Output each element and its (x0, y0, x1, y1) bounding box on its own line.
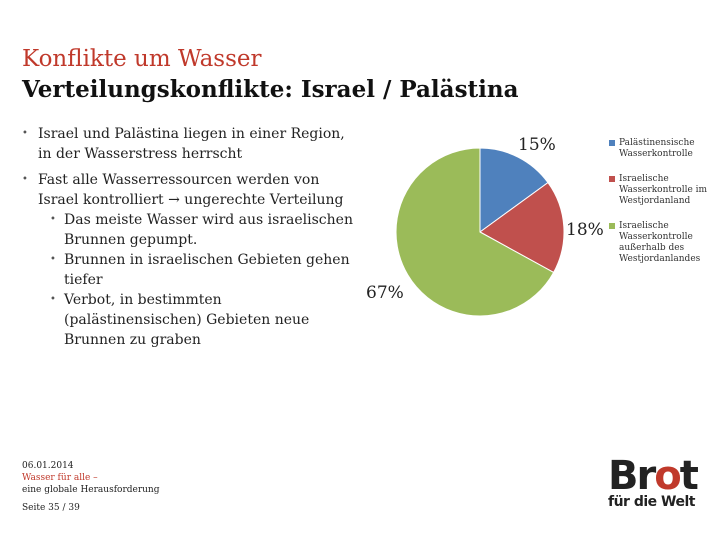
pie-slice-2 (395, 147, 555, 317)
legend-label: Israelische Wasserkontrolle im Westjorda… (619, 174, 708, 206)
bullet-list: Israel und Palästina liegen in einer Reg… (22, 124, 362, 356)
logo-wordmark: Brot (608, 456, 704, 496)
bullet-text: Fast alle Wasserressourcen werden von Is… (38, 172, 344, 208)
legend-item: Israelische Wasserkontrolle außerhalb de… (609, 221, 719, 265)
legend-item: Palästinensische Wasserkontrolle (609, 138, 719, 160)
pie-slice-0 (479, 147, 549, 233)
chart-legend: Palästinensische Wasserkontrolle Israeli… (609, 138, 719, 279)
pie-chart (395, 147, 565, 317)
data-label-slice-1: 18% (566, 220, 604, 240)
legend-label: Palästinensische Wasserkontrolle (619, 138, 695, 159)
legend-swatch (609, 176, 615, 182)
sub-bullet-text: Verbot, in bestimmten (palästinensischen… (64, 292, 310, 348)
pie-slice-1 (479, 181, 565, 274)
sub-bullet-text: Das meiste Wasser wird aus israelischen … (64, 212, 353, 248)
legend-swatch (609, 140, 615, 146)
footer-page-number: Seite 35 / 39 (22, 503, 80, 513)
legend-label: Israelische Wasserkontrolle außerhalb de… (619, 221, 701, 264)
bullet-text: Israel und Palästina liegen in einer Reg… (38, 126, 345, 162)
logo-text-br: Br (608, 453, 656, 499)
bullet-item: Israel und Palästina liegen in einer Reg… (22, 124, 362, 164)
slide-title: Konflikte um Wasser (22, 46, 262, 72)
sub-bullet-item: Das meiste Wasser wird aus israelischen … (38, 210, 362, 250)
logo-text-o: o (654, 453, 682, 499)
sub-bullet-item: Verbot, in bestimmten (palästinensischen… (38, 290, 362, 350)
data-label-slice-2: 67% (366, 283, 404, 303)
sub-bullet-list: Das meiste Wasser wird aus israelischen … (38, 210, 362, 350)
logo-text-t: t (679, 453, 699, 499)
bullet-item: Fast alle Wasserressourcen werden von Is… (22, 170, 362, 350)
sub-bullet-text: Brunnen in israelischen Gebieten gehen t… (64, 252, 350, 288)
data-label-slice-0: 15% (518, 135, 556, 155)
footer-line2: eine globale Herausforderung (22, 485, 160, 495)
footer-line1: Wasser für alle – (22, 473, 98, 483)
logo-tagline: für die Welt (608, 494, 695, 510)
brot-fuer-die-welt-logo: Brot für die Welt (608, 456, 704, 510)
slide-footer: 06.01.2014 Wasser für alle – eine global… (22, 460, 160, 514)
slide-subtitle: Verteilungskonflikte: Israel / Palästina (22, 76, 519, 103)
legend-swatch (609, 223, 615, 229)
footer-date: 06.01.2014 (22, 461, 74, 471)
sub-bullet-item: Brunnen in israelischen Gebieten gehen t… (38, 250, 362, 290)
legend-item: Israelische Wasserkontrolle im Westjorda… (609, 174, 719, 207)
